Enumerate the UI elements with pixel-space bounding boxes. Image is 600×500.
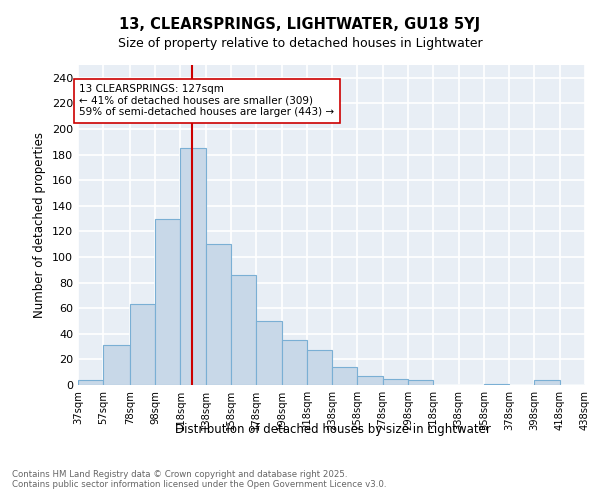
Bar xyxy=(484,384,509,385)
Bar xyxy=(307,350,332,385)
Bar xyxy=(181,148,206,385)
Bar xyxy=(206,244,231,385)
Text: 13, CLEARSPRINGS, LIGHTWATER, GU18 5YJ: 13, CLEARSPRINGS, LIGHTWATER, GU18 5YJ xyxy=(119,18,481,32)
Y-axis label: Number of detached properties: Number of detached properties xyxy=(34,132,46,318)
Text: Distribution of detached houses by size in Lightwater: Distribution of detached houses by size … xyxy=(175,422,491,436)
Bar xyxy=(383,378,408,385)
Bar xyxy=(358,376,383,385)
Bar xyxy=(535,380,560,385)
Bar xyxy=(408,380,433,385)
Bar xyxy=(256,321,281,385)
Bar xyxy=(130,304,155,385)
Bar xyxy=(332,367,358,385)
Text: Contains HM Land Registry data © Crown copyright and database right 2025.
Contai: Contains HM Land Registry data © Crown c… xyxy=(12,470,386,490)
Bar xyxy=(231,275,256,385)
Bar xyxy=(103,346,130,385)
Bar xyxy=(78,380,103,385)
Text: 13 CLEARSPRINGS: 127sqm
← 41% of detached houses are smaller (309)
59% of semi-d: 13 CLEARSPRINGS: 127sqm ← 41% of detache… xyxy=(79,84,334,117)
Bar xyxy=(281,340,307,385)
Bar xyxy=(155,218,181,385)
Text: Size of property relative to detached houses in Lightwater: Size of property relative to detached ho… xyxy=(118,38,482,51)
